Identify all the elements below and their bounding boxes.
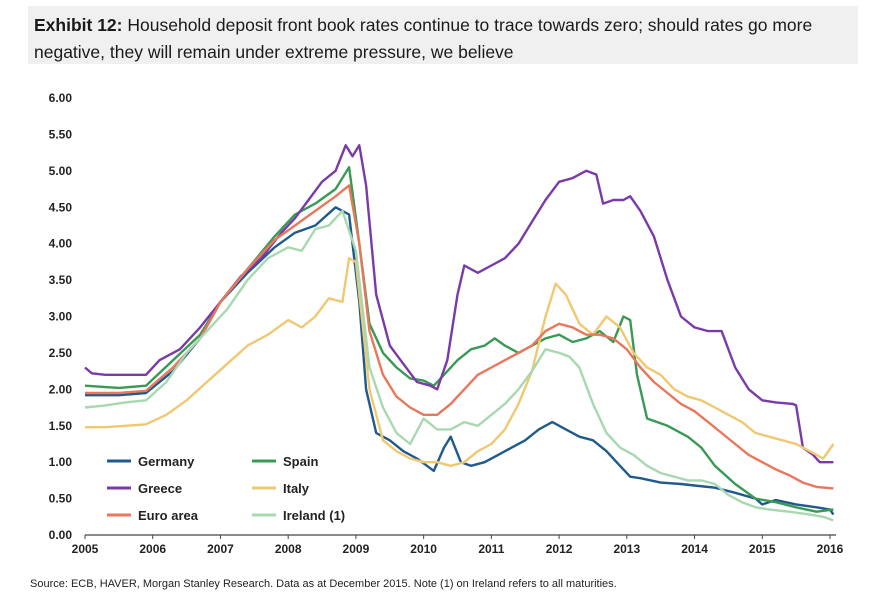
x-tick-label: 2009 bbox=[343, 542, 370, 556]
chart-title-box: Exhibit 12: Household deposit front book… bbox=[28, 6, 858, 64]
series-line-germany bbox=[85, 206, 835, 516]
x-tick-label: 2006 bbox=[139, 542, 166, 556]
y-tick-label: 0.00 bbox=[49, 528, 73, 542]
x-tick-label: 2010 bbox=[410, 542, 437, 556]
y-tick-label: 1.50 bbox=[49, 419, 73, 433]
x-tick-label: 2013 bbox=[613, 542, 640, 556]
legend-label-italy: Italy bbox=[283, 481, 310, 496]
y-tick-label: 6.00 bbox=[49, 91, 73, 105]
y-tick-label: 3.00 bbox=[49, 310, 73, 324]
series-line-euro-area bbox=[85, 184, 834, 490]
y-tick-label: 2.50 bbox=[49, 346, 73, 360]
x-tick-label: 2014 bbox=[681, 542, 708, 556]
chart-title: Household deposit front book rates conti… bbox=[34, 15, 813, 62]
legend-label-spain: Spain bbox=[283, 454, 318, 469]
series-line-ireland-1 bbox=[84, 209, 834, 522]
series-line-greece bbox=[84, 144, 834, 464]
legend-label-germany: Germany bbox=[138, 454, 195, 469]
x-tick-label: 2015 bbox=[749, 542, 776, 556]
y-tick-label: 1.00 bbox=[49, 455, 73, 469]
y-tick-label: 4.00 bbox=[49, 237, 73, 251]
y-tick-label: 5.00 bbox=[49, 164, 73, 178]
series-line-spain bbox=[84, 166, 834, 513]
x-tick-label: 2008 bbox=[275, 542, 302, 556]
exhibit-label: Exhibit 12: bbox=[34, 15, 123, 35]
x-tick-label: 2011 bbox=[478, 542, 504, 556]
legend-label-euro-area: Euro area bbox=[138, 508, 199, 523]
y-tick-label: 0.50 bbox=[49, 492, 73, 506]
series-lines bbox=[84, 144, 835, 522]
x-tick-label: 2007 bbox=[207, 542, 234, 556]
y-tick-label: 2.00 bbox=[49, 382, 73, 396]
legend: Germany Spain Greece Italy Euro area Ireland … bbox=[107, 454, 345, 523]
x-tick-label: 2012 bbox=[546, 542, 573, 556]
y-tick-label: 4.50 bbox=[49, 200, 73, 214]
y-tick-label: 5.50 bbox=[49, 127, 73, 141]
y-tick-label: 3.50 bbox=[49, 273, 73, 287]
series-line-italy bbox=[85, 257, 835, 467]
source-note: Source: ECB, HAVER, Morgan Stanley Resea… bbox=[30, 578, 617, 590]
axes: 0.00 0.50 1.00 1.50 2.00 2.50 3.00 3.50 4.00 4.50… bbox=[49, 91, 844, 556]
legend-label-greece: Greece bbox=[138, 481, 182, 496]
x-tick-label: 2016 bbox=[817, 542, 844, 556]
legend-label-ireland-1: Ireland (1) bbox=[283, 508, 345, 523]
x-tick-label: 2005 bbox=[72, 542, 99, 556]
